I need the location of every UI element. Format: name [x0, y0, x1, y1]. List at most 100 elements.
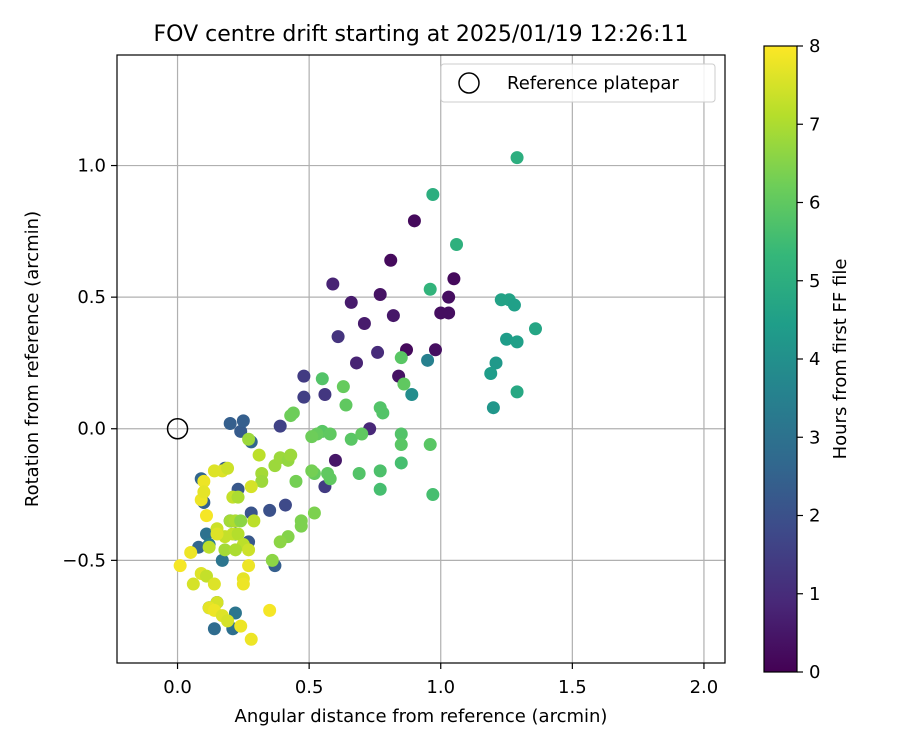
- scatter-point: [234, 514, 248, 528]
- scatter-point: [394, 351, 408, 365]
- scatter-point: [210, 527, 224, 541]
- scatter-point: [447, 272, 461, 286]
- colorbar-tick-label: 2: [809, 506, 820, 527]
- scatter-point: [202, 540, 216, 554]
- scatter-point: [489, 356, 503, 370]
- legend-box: [440, 63, 716, 103]
- scatter-point: [528, 322, 542, 336]
- scatter-point: [350, 356, 364, 370]
- scatter-point: [234, 424, 248, 438]
- scatter-point: [255, 474, 269, 488]
- scatter-point: [305, 464, 319, 478]
- colorbar-gradient: [763, 45, 798, 673]
- scatter-point: [307, 506, 321, 520]
- legend: Reference platepar: [440, 63, 716, 103]
- colorbar-tick-label: 3: [809, 427, 820, 448]
- x-tick-label: 0.0: [163, 677, 192, 698]
- scatter-point: [199, 509, 213, 523]
- scatter-point: [376, 406, 390, 420]
- scatter-point: [263, 603, 277, 617]
- scatter-point: [284, 448, 298, 462]
- x-tick-label: 2.0: [690, 677, 719, 698]
- scatter-point: [242, 559, 256, 573]
- scatter-point: [397, 377, 411, 391]
- scatter-point: [510, 151, 524, 165]
- scatter-point: [486, 401, 500, 415]
- scatter-point: [244, 632, 258, 646]
- scatter-point: [305, 430, 319, 444]
- colorbar-tick-label: 5: [809, 271, 820, 292]
- y-axis-ticks: −0.5 0.0 0.5 1.0: [62, 156, 117, 571]
- colorbar-tick-label: 0: [809, 662, 820, 683]
- scatter-point: [247, 514, 261, 528]
- scatter-point: [228, 543, 242, 557]
- scatter-point: [510, 335, 524, 349]
- scatter-point: [218, 543, 232, 557]
- reference-platepar-marker: [166, 417, 189, 440]
- scatter-point: [328, 453, 342, 467]
- scatter-point: [273, 419, 287, 433]
- colorbar-ticks: 0 1 2 3 4 5 6 7 8: [797, 36, 820, 683]
- colorbar-tick-label: 6: [809, 193, 820, 214]
- scatter-point: [215, 553, 229, 567]
- x-tick-label: 1.5: [558, 677, 587, 698]
- scatter-point: [323, 427, 337, 441]
- scatter-point: [228, 606, 242, 620]
- colorbar-tick-label: 1: [809, 584, 820, 605]
- scatter-point: [484, 366, 498, 380]
- scatter-point: [186, 577, 200, 591]
- scatter-point: [318, 388, 332, 402]
- scatter-point: [355, 427, 369, 441]
- scatter-point: [405, 388, 419, 402]
- scatter-point: [207, 464, 221, 478]
- scatter-point: [339, 398, 353, 412]
- data-points: [173, 151, 542, 646]
- scatter-point: [426, 488, 440, 502]
- scatter-point: [197, 474, 211, 488]
- x-tick-label: 1.0: [426, 677, 455, 698]
- scatter-point: [265, 553, 279, 567]
- scatter-point: [407, 214, 421, 228]
- scatter-point: [344, 295, 358, 309]
- legend-marker-icon: [458, 72, 480, 94]
- scatter-point: [442, 290, 456, 304]
- scatter-point: [423, 282, 437, 296]
- scatter-point: [371, 345, 385, 359]
- y-tick-label: 1.0: [77, 156, 106, 177]
- scatter-point: [252, 448, 266, 462]
- scatter-point: [234, 619, 248, 633]
- scatter-point: [242, 543, 256, 557]
- scatter-point: [386, 309, 400, 323]
- scatter-point: [221, 614, 235, 628]
- x-axis-ticks: 0.0 0.5 1.0 1.5 2.0: [163, 663, 718, 698]
- scatter-point: [289, 474, 303, 488]
- scatter-point: [297, 369, 311, 383]
- scatter-point: [315, 372, 329, 386]
- scatter-point: [278, 498, 292, 512]
- scatter-point: [273, 535, 287, 549]
- scatter-point: [344, 432, 358, 446]
- y-tick-label: 0.5: [77, 287, 106, 308]
- scatter-point: [236, 414, 250, 428]
- scatter-point: [394, 456, 408, 470]
- scatter-point: [236, 577, 250, 591]
- plot-frame: [116, 54, 726, 664]
- scatter-point: [510, 385, 524, 399]
- scatter-point: [184, 545, 198, 559]
- colorbar-tick-label: 8: [809, 36, 820, 57]
- y-axis-label: Rotation from reference (arcmin): [22, 211, 43, 507]
- scatter-point: [197, 485, 211, 499]
- colorbar-tick-label: 7: [809, 114, 820, 135]
- scatter-point: [373, 464, 387, 478]
- scatter-point: [223, 416, 237, 430]
- scatter-point: [231, 527, 245, 541]
- scatter-point: [284, 409, 298, 423]
- scatter-point: [221, 461, 235, 475]
- x-tick-label: 0.5: [295, 677, 324, 698]
- scatter-point: [428, 343, 442, 357]
- scatter-point: [326, 277, 340, 291]
- scatter-point: [199, 569, 213, 583]
- scatter-point: [373, 288, 387, 302]
- scatter-point: [507, 298, 521, 312]
